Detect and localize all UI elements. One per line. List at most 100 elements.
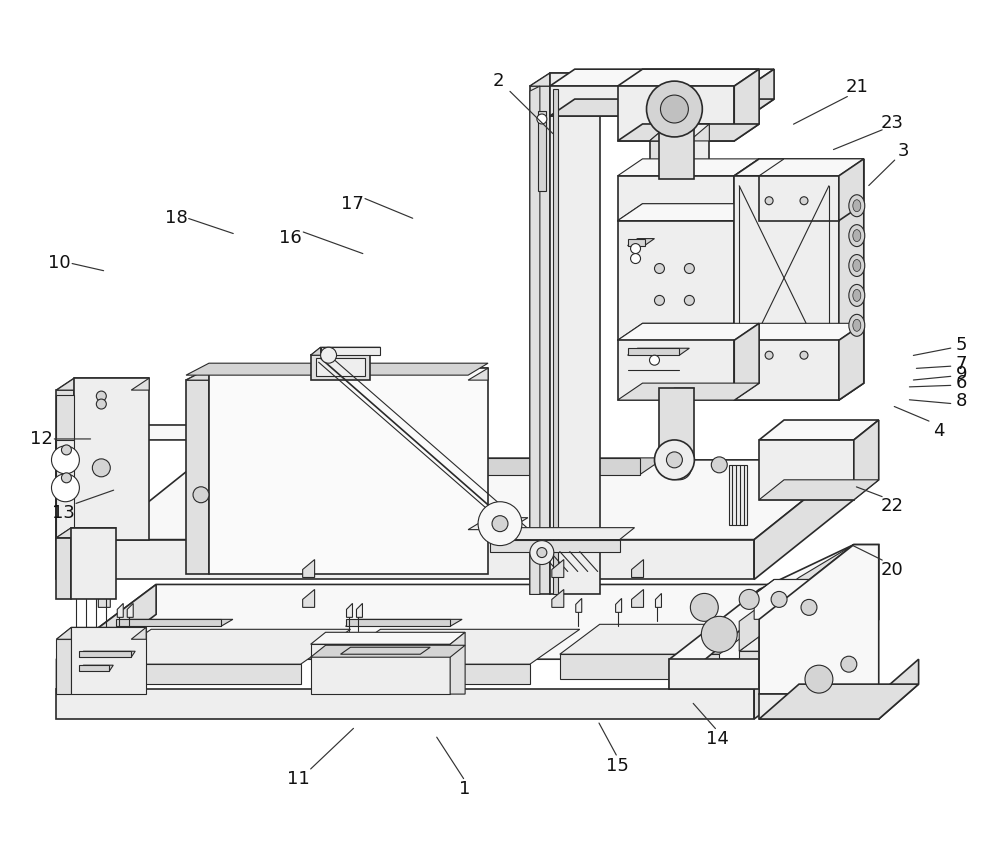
Polygon shape [101,664,301,684]
Polygon shape [734,176,839,400]
Polygon shape [759,159,864,176]
Text: 17: 17 [341,195,364,214]
Circle shape [666,452,682,468]
Polygon shape [550,69,774,86]
Text: 9: 9 [956,364,967,383]
Polygon shape [79,665,113,671]
Polygon shape [618,323,759,341]
Polygon shape [759,545,879,619]
Polygon shape [311,645,465,657]
Circle shape [800,352,808,359]
Bar [440,458,640,475]
Circle shape [765,197,773,204]
Polygon shape [618,159,759,176]
Circle shape [492,516,508,532]
Polygon shape [56,425,76,440]
Circle shape [92,459,110,477]
Circle shape [537,114,547,124]
Ellipse shape [849,195,865,217]
Polygon shape [759,176,839,220]
Polygon shape [356,603,362,617]
Bar [628,239,645,246]
Circle shape [537,547,547,558]
Circle shape [193,487,209,503]
Polygon shape [669,659,759,689]
Polygon shape [754,615,854,719]
Polygon shape [530,73,550,86]
Text: 21: 21 [845,78,868,96]
Polygon shape [186,368,488,380]
Polygon shape [71,527,116,600]
Circle shape [51,473,79,502]
Circle shape [321,347,337,363]
Circle shape [771,591,787,607]
Polygon shape [117,603,123,617]
Circle shape [51,446,79,473]
Polygon shape [56,378,149,390]
Bar [538,111,546,191]
Polygon shape [56,527,71,537]
Polygon shape [659,388,694,460]
Polygon shape [98,559,110,578]
Ellipse shape [853,260,861,272]
Polygon shape [550,86,749,116]
Circle shape [667,456,691,480]
Polygon shape [839,159,864,400]
Polygon shape [92,629,100,639]
Polygon shape [102,629,110,639]
Ellipse shape [853,199,861,212]
Polygon shape [468,368,488,380]
Polygon shape [56,627,146,639]
Polygon shape [490,540,620,552]
Circle shape [478,502,522,546]
Polygon shape [659,129,694,141]
Polygon shape [655,594,661,607]
Polygon shape [749,69,774,116]
Polygon shape [618,220,734,341]
Polygon shape [530,73,600,86]
Polygon shape [56,584,854,659]
Polygon shape [101,540,754,579]
Polygon shape [618,86,734,141]
Polygon shape [560,654,719,680]
Polygon shape [311,644,450,694]
Polygon shape [56,440,76,579]
Polygon shape [879,659,919,719]
Polygon shape [56,540,101,579]
Polygon shape [618,204,759,220]
Polygon shape [72,629,80,639]
Polygon shape [659,129,694,179]
Polygon shape [79,651,135,657]
Polygon shape [530,86,540,595]
Polygon shape [759,440,854,500]
Text: 23: 23 [880,114,903,132]
Polygon shape [650,124,709,141]
Circle shape [684,295,694,305]
Polygon shape [734,323,864,341]
Circle shape [800,197,808,204]
Circle shape [739,590,759,610]
Polygon shape [56,395,74,440]
Polygon shape [56,390,74,540]
Circle shape [96,399,106,409]
Polygon shape [734,383,864,400]
Circle shape [701,616,737,653]
Polygon shape [209,368,488,574]
Circle shape [654,440,694,480]
Polygon shape [618,383,759,400]
Bar [79,665,109,671]
Polygon shape [580,73,600,86]
Polygon shape [759,545,879,694]
Polygon shape [98,590,110,607]
Text: 8: 8 [956,392,967,410]
Polygon shape [71,627,146,694]
Circle shape [765,352,773,359]
Polygon shape [56,537,71,600]
Polygon shape [101,460,854,540]
Circle shape [841,656,857,672]
Circle shape [684,263,694,273]
Polygon shape [659,388,694,400]
Polygon shape [186,368,209,380]
Text: 1: 1 [459,780,471,798]
Polygon shape [628,239,654,246]
